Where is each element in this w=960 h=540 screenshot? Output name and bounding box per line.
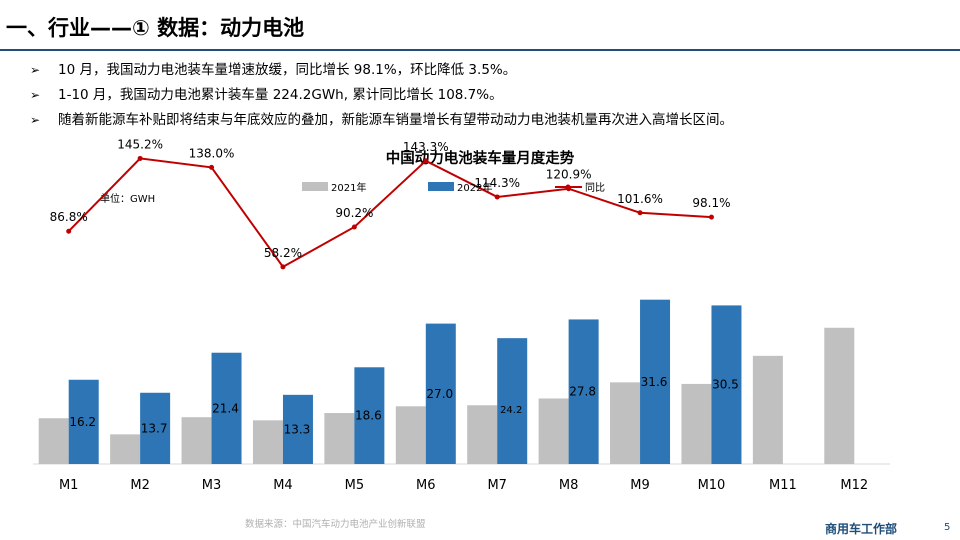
x-tick-label: M4 bbox=[273, 478, 293, 493]
legend-label-2021: 2021年 bbox=[331, 181, 366, 194]
bar-2022-label-M4: 13.3 bbox=[284, 422, 311, 436]
arrow-bullet-icon: ➢ bbox=[30, 113, 41, 127]
yoy-label-M3: 138.0% bbox=[189, 146, 235, 160]
bar-2022-M10 bbox=[711, 305, 742, 464]
unit-label: 单位：GWH bbox=[100, 194, 156, 205]
bar-2022-label-M3: 21.4 bbox=[212, 401, 239, 415]
x-tick-label: M7 bbox=[487, 478, 507, 493]
bar-2022-M1 bbox=[68, 379, 99, 464]
x-tick-label: M6 bbox=[416, 478, 436, 493]
legend-label-yoy: 同比 bbox=[585, 182, 605, 194]
chart-title: 中国动力电池装车量月度走势 bbox=[385, 151, 575, 167]
arrow-bullet-icon: ➢ bbox=[30, 63, 41, 77]
x-tick-label: M9 bbox=[630, 478, 650, 493]
yoy-label-M6: 143.3% bbox=[403, 140, 449, 154]
bullet-text: 随着新能源车补贴即将结束与年底效应的叠加，新能源车销量增长有望带动动力电池装机量… bbox=[58, 112, 733, 128]
x-tick-label: M11 bbox=[769, 478, 797, 493]
x-tick-label: M8 bbox=[559, 478, 579, 493]
legend-swatch-2022 bbox=[428, 182, 454, 191]
bullet-item: ➢ 1-10 月，我国动力电池累计装车量 224.2GWh, 累计同比增长 10… bbox=[30, 83, 930, 108]
bar-2022-label-M10: 30.5 bbox=[712, 378, 739, 392]
bullet-text: 10 月，我国动力电池装车量增速放缓，同比增长 98.1%，环比降低 3.5%。 bbox=[58, 62, 517, 78]
yoy-point-M6 bbox=[423, 158, 429, 164]
bar-2022-label-M2: 13.7 bbox=[141, 421, 168, 435]
bar-2021-M5 bbox=[324, 413, 355, 464]
bar-2021-M7 bbox=[467, 405, 498, 464]
bar-2021-M2 bbox=[110, 434, 141, 464]
legend-swatch-2021 bbox=[302, 182, 328, 191]
yoy-point-M10 bbox=[708, 214, 714, 220]
x-tick-label: M1 bbox=[59, 478, 79, 493]
footer-source: 数据来源：中国汽车动力电池产业创新联盟 bbox=[245, 519, 426, 530]
bar-2021-M8 bbox=[538, 398, 569, 464]
bar-2021-M12 bbox=[824, 327, 855, 464]
bar-2022-M6 bbox=[425, 323, 456, 464]
yoy-label-M1: 86.8% bbox=[50, 210, 88, 224]
bar-2022-label-M1: 16.2 bbox=[69, 415, 96, 429]
bullet-item: ➢ 10 月，我国动力电池装车量增速放缓，同比增长 98.1%，环比降低 3.5… bbox=[30, 58, 930, 83]
bar-2022-label-M7: 24.2 bbox=[500, 405, 522, 416]
yoy-label-M2: 145.2% bbox=[117, 137, 163, 151]
yoy-point-M2 bbox=[137, 155, 143, 161]
bar-2022-M9 bbox=[640, 299, 671, 464]
bar-2022-M8 bbox=[568, 319, 599, 464]
bar-2022-M2 bbox=[140, 392, 171, 464]
page-number: 5 bbox=[944, 522, 951, 533]
slide-title: 一、行业——① 数据：动力电池 bbox=[6, 16, 305, 40]
bar-2022-M3 bbox=[211, 352, 242, 464]
yoy-point-M9 bbox=[637, 210, 643, 216]
arrow-bullet-icon: ➢ bbox=[30, 88, 41, 102]
bar-2021-M3 bbox=[181, 417, 212, 464]
legend-label-2022: 2022年 bbox=[457, 181, 492, 194]
bar-2021-M1 bbox=[38, 418, 69, 464]
bar-2022-label-M5: 18.6 bbox=[355, 409, 382, 423]
legend-marker-yoy bbox=[565, 184, 571, 190]
yoy-point-M1 bbox=[66, 228, 72, 234]
yoy-label-M9: 101.6% bbox=[617, 192, 663, 206]
bar-2021-M4 bbox=[252, 420, 283, 464]
yoy-point-M5 bbox=[351, 224, 357, 230]
bullet-list: ➢ 10 月，我国动力电池装车量增速放缓，同比增长 98.1%，环比降低 3.5… bbox=[30, 58, 930, 133]
title-bar: 一、行业——① 数据：动力电池 bbox=[0, 0, 960, 51]
bullet-item: ➢ 随着新能源车补贴即将结束与年底效应的叠加，新能源车销量增长有望带动动力电池装… bbox=[30, 108, 930, 133]
x-tick-label: M3 bbox=[202, 478, 222, 493]
x-tick-label: M12 bbox=[840, 478, 868, 493]
x-tick-label: M5 bbox=[345, 478, 365, 493]
bar-2022-M7 bbox=[497, 338, 528, 464]
yoy-line bbox=[67, 157, 712, 269]
bullet-text: 1-10 月，我国动力电池累计装车量 224.2GWh, 累计同比增长 108.… bbox=[58, 87, 503, 103]
x-tick-label: M2 bbox=[130, 478, 150, 493]
bar-2021-M9 bbox=[610, 382, 641, 464]
bar-2021-M10 bbox=[681, 383, 712, 464]
yoy-point-M3 bbox=[209, 164, 215, 170]
bar-2022-label-M6: 27.0 bbox=[426, 387, 453, 401]
yoy-point-M4 bbox=[280, 264, 286, 270]
bar-2021-M6 bbox=[395, 406, 426, 464]
x-tick-label: M10 bbox=[698, 478, 726, 493]
yoy-label-M8: 120.9% bbox=[546, 168, 592, 182]
bar-2021-M11 bbox=[752, 355, 783, 464]
bar-2022-M4 bbox=[282, 394, 313, 464]
footer-brand: 商用车工作部 bbox=[825, 522, 898, 536]
yoy-label-M7: 114.3% bbox=[474, 176, 520, 190]
bar-2022-M5 bbox=[354, 367, 385, 464]
yoy-label-M5: 90.2% bbox=[335, 206, 373, 220]
bar-2022-label-M8: 27.8 bbox=[569, 385, 596, 399]
yoy-label-M4: 58.2% bbox=[264, 246, 302, 260]
bar-2022-label-M9: 31.6 bbox=[641, 375, 668, 389]
title-divider bbox=[0, 49, 960, 51]
yoy-point-M7 bbox=[494, 194, 500, 200]
yoy-label-M10: 98.1% bbox=[692, 196, 730, 210]
